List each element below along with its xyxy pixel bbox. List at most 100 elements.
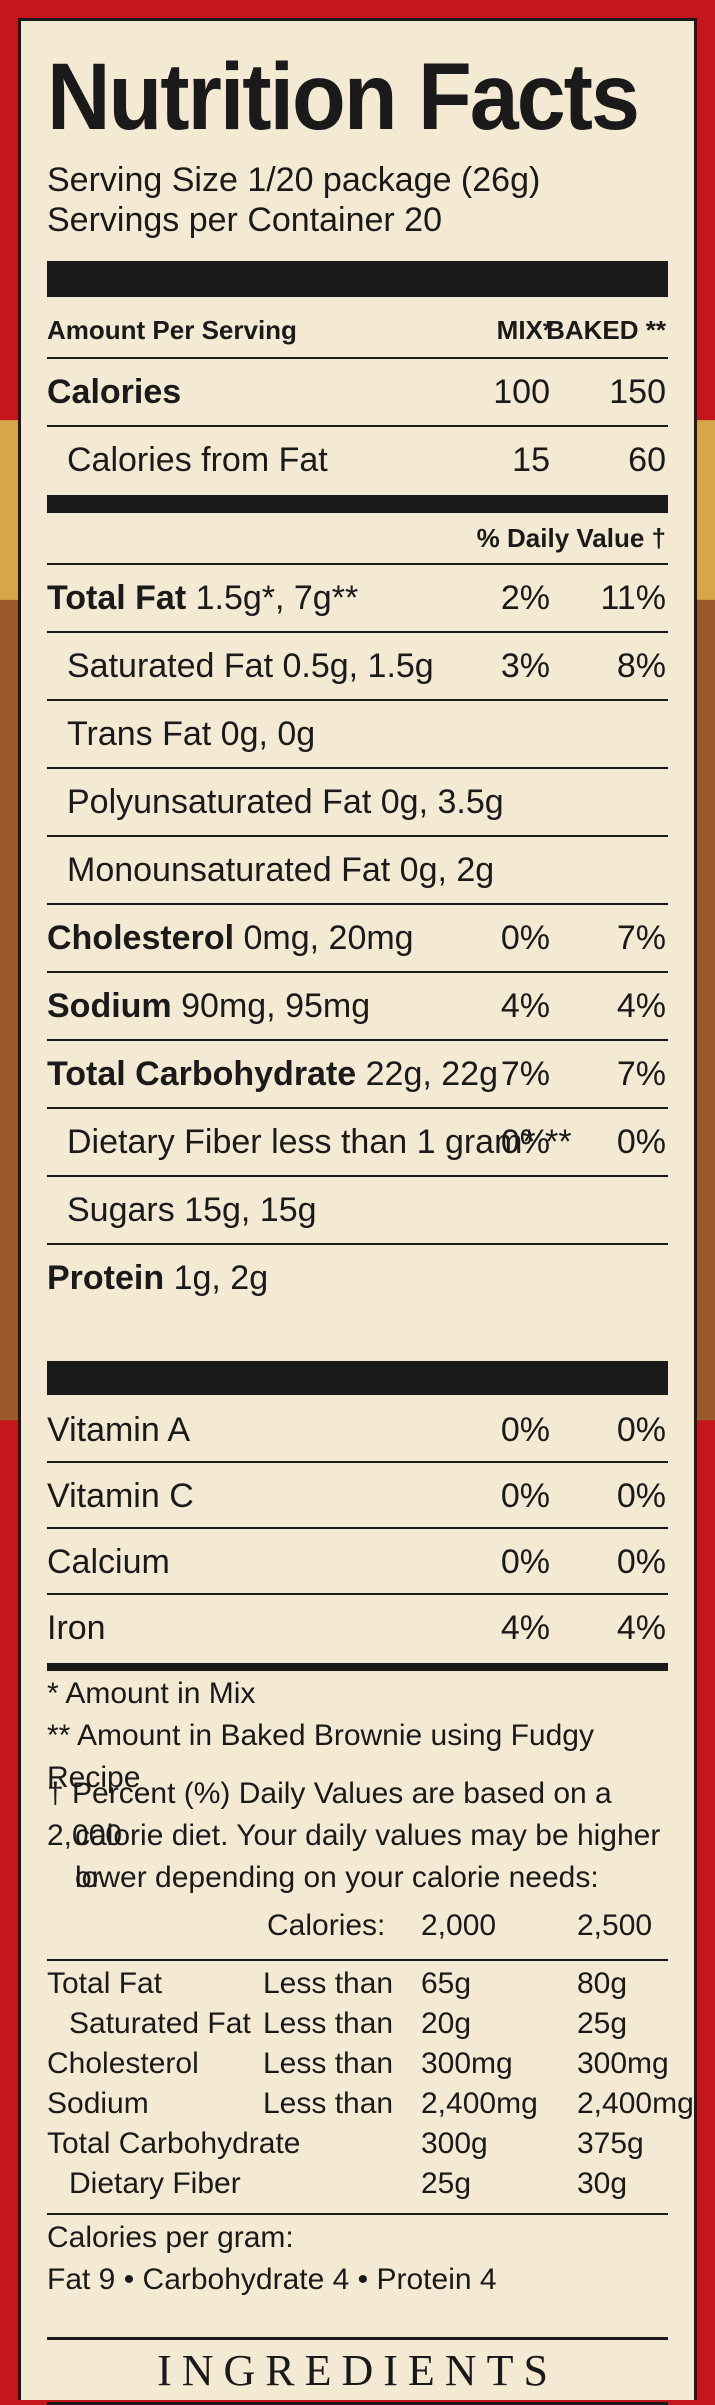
nutrient-label: Monounsaturated Fat 0g, 2g (47, 851, 668, 890)
vitamin-row: Vitamin C 0% 0% (47, 1463, 668, 1529)
dv-qualifier: Less than (263, 2087, 394, 2120)
divider (47, 1107, 668, 1109)
nutrient-amount: 1.5g*, 7g** (195, 578, 359, 617)
nutrient-name: Dietary Fiber (67, 1122, 262, 1161)
nutrient-row: Dietary Fiber less than 1 gram* ** 0% 0% (47, 1109, 668, 1175)
nutrient-row: Polyunsaturated Fat 0g, 3.5g (47, 769, 668, 835)
dv-table-row: Saturated Fat Less than 20g 25g (47, 2007, 668, 2047)
footnote-baked: ** Amount in Baked Brownie using Fudgy R… (47, 1719, 594, 1794)
dv-qualifier: Less than (263, 1967, 394, 2000)
calories-from-fat-row: Calories from Fat 15 60 (47, 427, 668, 493)
nutrient-row: Sugars 15g, 15g (47, 1177, 668, 1243)
calories-per-gram-values: Fat 9 • Carbohydrate 4 • Protein 4 (47, 2263, 497, 2296)
divider (47, 563, 668, 565)
divider (47, 767, 668, 769)
footnote-dv-2: calorie diet. Your daily values may be h… (75, 1819, 661, 1894)
nutrient-row: Cholesterol 0mg, 20mg 0% 7% (47, 905, 668, 971)
nutrient-row: Monounsaturated Fat 0g, 2g (47, 837, 668, 903)
dv-table-row: Cholesterol Less than 300mg 300mg (47, 2047, 669, 2087)
calories-from-fat-label: Calories from Fat (67, 440, 328, 479)
nutrient-baked-dv: 0% (616, 1122, 666, 1161)
medium-divider (47, 1663, 668, 1671)
nutrient-name: Saturated Fat (67, 646, 274, 685)
divider (47, 1175, 668, 1177)
dv-2500-value: 375g (577, 2127, 644, 2160)
divider (47, 425, 668, 427)
vitamin-baked-dv: 0% (616, 1542, 666, 1581)
nutrition-facts-panel: Nutrition Facts Serving Size 1/20 packag… (18, 18, 697, 2405)
dv-nutrient: Dietary Fiber (69, 2167, 241, 2200)
label-title: Nutrition Facts (47, 42, 640, 150)
daily-value-header-row: % Daily Value † (47, 515, 668, 561)
footnote-dv-3: lower depending on your calorie needs: (75, 1861, 599, 1894)
divider (47, 1959, 668, 1961)
nutrient-name: Polyunsaturated Fat (67, 782, 372, 821)
vitamin-mix-dv: 0% (500, 1542, 550, 1581)
thick-divider (47, 261, 668, 297)
serving-size: Serving Size 1/20 package (26g) (47, 161, 541, 199)
dv-2000-value: 20g (421, 2007, 472, 2040)
vitamin-row: Iron 4% 4% (47, 1595, 668, 1661)
calories-row: Calories 100 150 (47, 359, 668, 425)
vitamin-name: Vitamin A (47, 1410, 191, 1449)
dv-table-row: Total Carbohydrate 300g 375g (47, 2127, 668, 2167)
dv-2000-value: 2,400mg (421, 2087, 538, 2120)
nutrient-name: Protein (47, 1258, 165, 1297)
dv-nutrient: Saturated Fat (69, 2007, 251, 2040)
vitamin-mix-dv: 0% (500, 1410, 550, 1449)
vitamin-baked-dv: 0% (616, 1410, 666, 1449)
nutrient-name: Total Carbohydrate (47, 1054, 357, 1093)
nutrient-row: Trans Fat 0g, 0g (47, 701, 668, 767)
vitamin-row: Calcium 0% 0% (47, 1529, 668, 1595)
nutrient-mix-dv: 3% (500, 646, 550, 685)
dv-qualifier: Less than (263, 2007, 394, 2040)
nutrient-label: Sugars 15g, 15g (47, 1191, 668, 1230)
dv-2500-value: 25g (577, 2007, 628, 2040)
servings-per-container: Servings per Container 20 (47, 201, 443, 239)
nutrient-baked-dv: 4% (616, 986, 666, 1025)
nutrient-amount: 0mg, 20mg (243, 918, 414, 957)
nutrient-name: Trans Fat (67, 714, 212, 753)
dv-table-row: Total Fat Less than 65g 80g (47, 1967, 668, 2007)
nutrient-mix-dv: 0% (500, 1122, 550, 1161)
divider (47, 699, 668, 701)
nutrient-row: Sodium 90mg, 95mg 4% 4% (47, 973, 668, 1039)
dv-2500-value: 30g (577, 2167, 628, 2200)
divider (47, 1461, 668, 1463)
vitamin-name: Vitamin C (47, 1476, 194, 1515)
daily-value-header: % Daily Value † (476, 522, 666, 553)
divider (47, 357, 668, 359)
divider (47, 1527, 668, 1529)
nutrient-label: Saturated Fat 0.5g, 1.5g (47, 647, 668, 686)
nutrient-baked-dv: 11% (600, 578, 666, 617)
nutrient-name: Total Fat (47, 578, 187, 617)
nutrient-label: Cholesterol 0mg, 20mg (47, 919, 668, 958)
ingredients-heading: INGREDIENTS (47, 2337, 668, 2405)
col-baked-header: BAKED ** (546, 314, 666, 345)
dv-table-row: Dietary Fiber 25g 30g (47, 2167, 668, 2207)
calories-mix: 100 (493, 372, 550, 411)
dv-qualifier: Less than (263, 2047, 394, 2080)
nutrient-label: Sodium 90mg, 95mg (47, 987, 668, 1026)
nutrient-mix-dv: 0% (500, 918, 550, 957)
nutrient-amount: 1g, 2g (173, 1258, 269, 1297)
nutrient-mix-dv: 4% (500, 986, 550, 1025)
divider (47, 835, 668, 837)
divider (47, 903, 668, 905)
amount-per-serving-label: Amount Per Serving (47, 314, 297, 345)
divider (47, 1243, 668, 1245)
nutrient-amount: 0g, 3.5g (380, 782, 504, 821)
nutrient-label: Trans Fat 0g, 0g (47, 715, 668, 754)
dv-2000-value: 300mg (421, 2047, 513, 2080)
divider (47, 631, 668, 633)
nutrient-amount: 22g, 22g (365, 1054, 498, 1093)
nutrient-name: Monounsaturated Fat (67, 850, 391, 889)
nutrient-baked-dv: 7% (616, 918, 666, 957)
nutrient-baked-dv: 8% (616, 646, 666, 685)
calories-from-fat-baked: 60 (628, 440, 666, 479)
dv-calories-2500: 2,500 (577, 1909, 653, 1942)
calories-baked: 150 (609, 372, 666, 411)
nutrient-label: Total Carbohydrate 22g, 22g (47, 1055, 668, 1094)
dv-nutrient: Total Fat (47, 1967, 163, 2000)
vitamin-name: Iron (47, 1608, 106, 1647)
